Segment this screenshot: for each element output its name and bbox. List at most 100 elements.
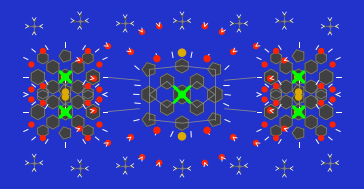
Polygon shape <box>72 95 84 109</box>
Polygon shape <box>208 113 221 126</box>
Circle shape <box>154 127 160 133</box>
Polygon shape <box>190 74 203 89</box>
Circle shape <box>157 160 162 165</box>
Polygon shape <box>72 115 84 129</box>
Circle shape <box>179 91 185 98</box>
Circle shape <box>29 97 34 102</box>
Polygon shape <box>31 69 45 85</box>
Polygon shape <box>271 52 281 64</box>
Polygon shape <box>316 87 326 99</box>
Polygon shape <box>176 116 188 130</box>
Circle shape <box>62 109 67 115</box>
Circle shape <box>128 135 133 140</box>
Circle shape <box>97 97 102 102</box>
Polygon shape <box>292 85 304 97</box>
Polygon shape <box>316 90 326 102</box>
Circle shape <box>282 58 287 63</box>
Circle shape <box>319 101 324 105</box>
Circle shape <box>97 87 102 92</box>
Polygon shape <box>174 85 190 104</box>
Circle shape <box>40 49 45 53</box>
Circle shape <box>178 49 186 56</box>
Circle shape <box>29 62 34 67</box>
Polygon shape <box>142 113 155 126</box>
Polygon shape <box>292 92 304 104</box>
Polygon shape <box>319 104 333 120</box>
Circle shape <box>157 24 162 29</box>
Circle shape <box>274 101 278 105</box>
Polygon shape <box>316 125 326 137</box>
Polygon shape <box>47 95 59 109</box>
Circle shape <box>77 126 82 131</box>
Polygon shape <box>83 125 93 137</box>
Polygon shape <box>86 104 100 120</box>
Polygon shape <box>305 95 317 109</box>
Polygon shape <box>38 125 48 137</box>
Circle shape <box>296 74 301 80</box>
Circle shape <box>274 136 278 140</box>
Circle shape <box>86 136 90 140</box>
Polygon shape <box>72 80 84 94</box>
Polygon shape <box>190 100 203 115</box>
Polygon shape <box>59 127 71 139</box>
Circle shape <box>204 56 210 62</box>
Polygon shape <box>305 60 317 74</box>
Polygon shape <box>176 59 188 73</box>
Polygon shape <box>305 80 317 94</box>
Circle shape <box>77 58 82 63</box>
Circle shape <box>319 49 324 53</box>
Polygon shape <box>271 90 281 102</box>
Polygon shape <box>280 60 292 74</box>
Circle shape <box>63 109 68 115</box>
Polygon shape <box>59 104 72 120</box>
Circle shape <box>140 155 145 160</box>
Circle shape <box>29 87 34 92</box>
Circle shape <box>204 127 210 133</box>
Circle shape <box>106 140 110 145</box>
Circle shape <box>91 76 96 81</box>
Polygon shape <box>59 92 71 104</box>
Circle shape <box>202 24 207 29</box>
Polygon shape <box>142 63 155 76</box>
Circle shape <box>154 56 160 62</box>
Circle shape <box>262 87 267 92</box>
Polygon shape <box>38 52 48 64</box>
Polygon shape <box>305 115 317 129</box>
Polygon shape <box>47 60 59 74</box>
Circle shape <box>86 84 90 88</box>
Circle shape <box>40 84 45 88</box>
Circle shape <box>330 87 335 92</box>
Circle shape <box>62 94 68 100</box>
Polygon shape <box>207 86 222 103</box>
Polygon shape <box>161 100 174 115</box>
Circle shape <box>268 108 273 113</box>
Circle shape <box>262 122 267 127</box>
Circle shape <box>62 89 68 95</box>
Circle shape <box>219 155 224 160</box>
Circle shape <box>296 89 302 95</box>
Circle shape <box>40 101 45 105</box>
Polygon shape <box>142 86 157 103</box>
Circle shape <box>330 62 335 67</box>
Polygon shape <box>59 69 72 85</box>
Circle shape <box>262 97 267 102</box>
Polygon shape <box>271 87 281 99</box>
Polygon shape <box>38 90 48 102</box>
Polygon shape <box>280 95 292 109</box>
Polygon shape <box>292 50 304 62</box>
Circle shape <box>202 160 207 165</box>
Polygon shape <box>319 69 333 85</box>
Circle shape <box>106 44 110 49</box>
Polygon shape <box>292 127 304 139</box>
Circle shape <box>97 62 102 67</box>
Circle shape <box>86 101 90 105</box>
Polygon shape <box>83 87 93 99</box>
Circle shape <box>62 74 67 80</box>
Polygon shape <box>208 63 221 76</box>
Circle shape <box>254 44 258 49</box>
Circle shape <box>274 49 278 53</box>
Circle shape <box>296 94 302 100</box>
Polygon shape <box>31 104 45 120</box>
Polygon shape <box>83 90 93 102</box>
Circle shape <box>231 49 236 54</box>
